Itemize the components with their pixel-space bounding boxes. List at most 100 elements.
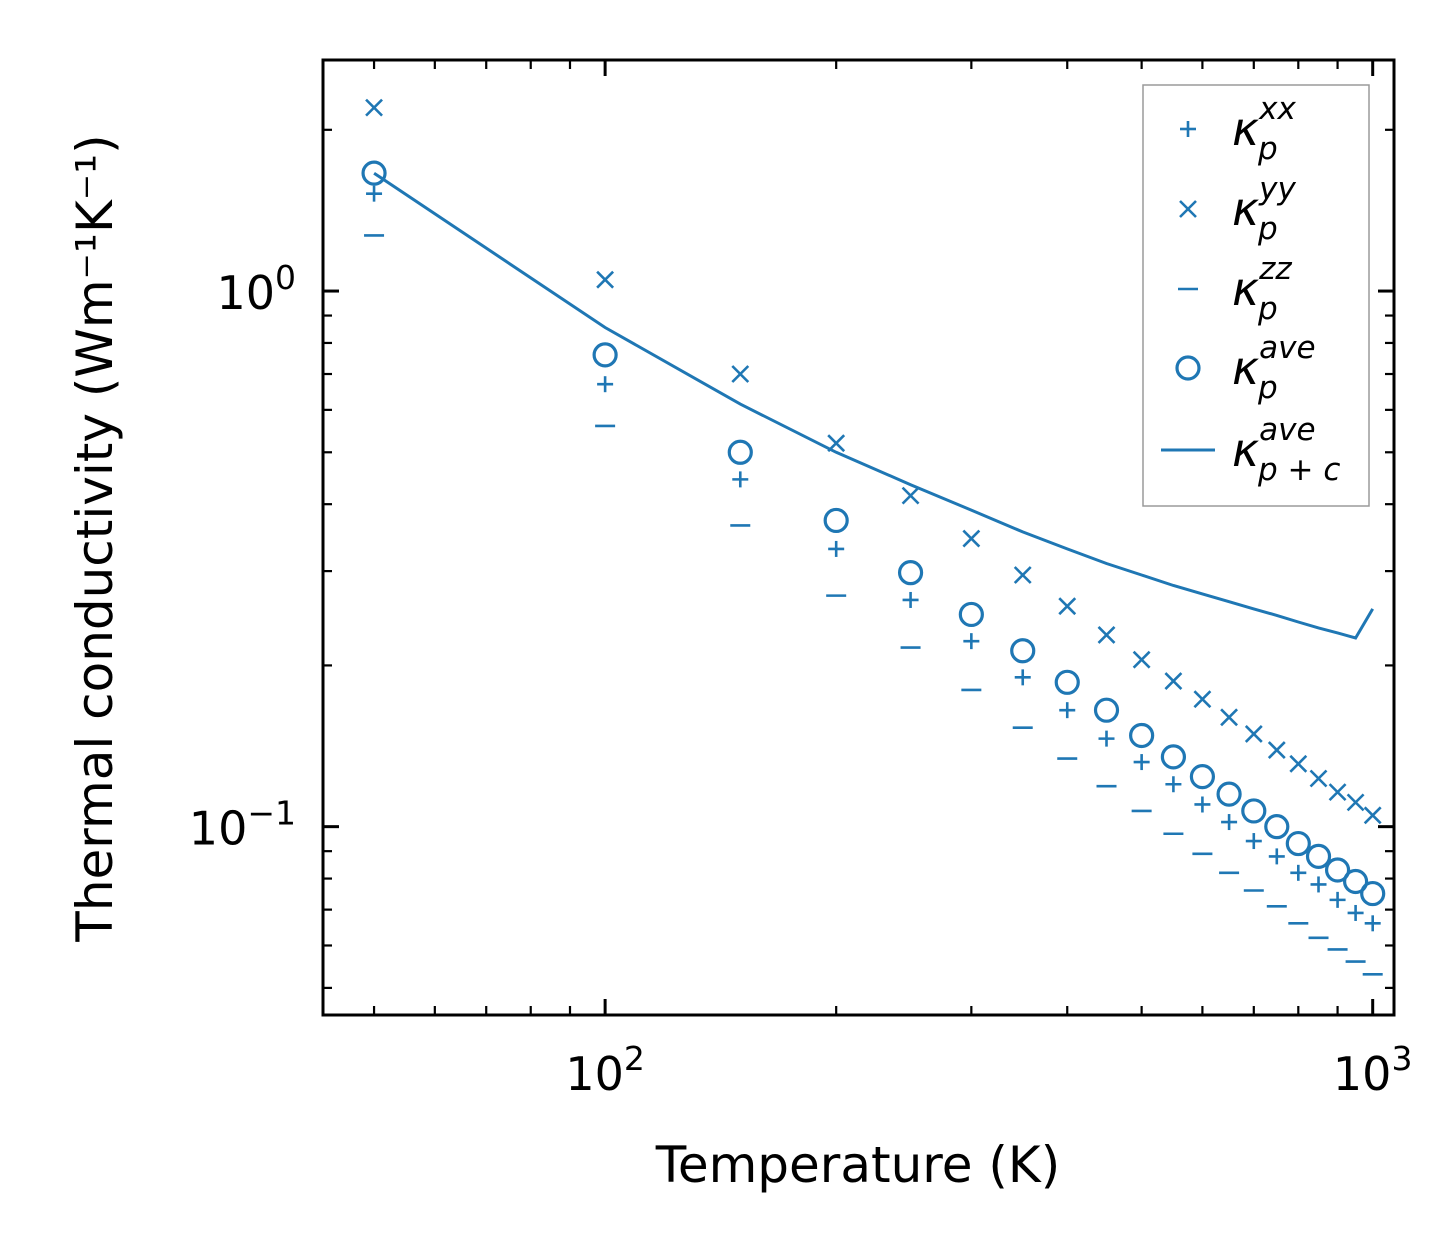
legend-entry-kappa_p+c_ave: κave p + c: [1161, 412, 1340, 488]
legend-label: κyy p: [1232, 171, 1296, 247]
data-point-kappa_p_ave: [1129, 722, 1155, 749]
minor-ticks: [323, 60, 1394, 1015]
marker-x-b: [1346, 793, 1365, 812]
data-point-kappa_p_xx: [1290, 864, 1307, 881]
data-point-kappa_p_xx: [732, 471, 749, 488]
data-point-kappa_p_yy: [1220, 708, 1239, 727]
data-point-kappa_p_xx: [1245, 833, 1262, 850]
y-tick-label: 100: [216, 258, 296, 320]
data-point-kappa_p_xx: [1059, 702, 1076, 719]
data-point-kappa_p_xx: [828, 540, 845, 557]
legend-box: [1142, 84, 1370, 507]
data-point-kappa_p_xx: [902, 591, 919, 608]
data-point-kappa_p_xx: [1133, 754, 1150, 771]
major-ticks: [323, 60, 1394, 1015]
data-point-kappa_p_xx: [963, 633, 980, 650]
data-point-kappa_p_yy: [1309, 769, 1328, 788]
y-axis-label: Thermal conductivity (Wm⁻¹K⁻¹): [66, 134, 124, 942]
data-point-kappa_p_yy: [1244, 724, 1263, 743]
data-point-kappa_p_yy: [901, 486, 920, 505]
marker-x-b: [1164, 672, 1183, 690]
legend-marker-symbol: [1175, 355, 1201, 381]
marker-x-b: [1363, 806, 1382, 825]
marker-x-b: [731, 365, 750, 383]
data-point-kappa_p_ave: [897, 560, 924, 586]
marker-x-b: [1132, 650, 1151, 669]
y-tick-label: 10−1: [189, 794, 296, 856]
data-point-kappa_p_yy: [1193, 690, 1212, 709]
legend-marker-symbol: [1179, 200, 1197, 218]
data-point-kappa_p_yy: [1346, 793, 1365, 812]
data-point-kappa_p_ave: [1216, 781, 1242, 807]
data-point-kappa_p_ave: [1324, 857, 1351, 883]
data-point-kappa_p_yy: [1328, 783, 1347, 802]
legend-entry-kappa_p_zz: κzz p: [1178, 251, 1292, 327]
series-kappa_p_xx: [366, 185, 1381, 932]
data-point-kappa_p_ave: [958, 601, 984, 628]
data-point-kappa_p_yy: [1058, 597, 1077, 616]
marker-x-b: [1328, 783, 1347, 802]
data-point-kappa_p_yy: [1132, 650, 1151, 669]
data-point-kappa_p_yy: [596, 270, 615, 289]
marker-x-b: [1179, 200, 1197, 218]
series-line-kappa_p+c_ave: [373, 171, 1374, 640]
marker-x-b: [962, 529, 981, 548]
x-axis-label: Temperature (K): [655, 1136, 1060, 1194]
data-point-kappa_p_yy: [1289, 754, 1308, 773]
data-point-kappa_p_xx: [1165, 776, 1182, 793]
data-point-kappa_p_xx: [1194, 796, 1211, 813]
data-point-kappa_p_yy: [1097, 626, 1116, 644]
data-point-kappa_p_xx: [366, 185, 383, 202]
marker-x-b: [1193, 690, 1212, 709]
marker-x-b: [1309, 769, 1328, 788]
data-point-kappa_p_ave: [1264, 814, 1290, 840]
data-point-kappa_p_ave: [1241, 798, 1267, 824]
legend-entry-kappa_p_yy: κyy p: [1179, 171, 1296, 247]
x-tick-label: 102: [565, 1039, 645, 1101]
marker-x-b: [1267, 741, 1286, 759]
data-point-kappa_p_xx: [1364, 915, 1381, 932]
data-point-kappa_p_ave: [1360, 880, 1386, 907]
data-point-kappa_p_ave: [361, 160, 387, 186]
series-layer: [361, 98, 1386, 976]
legend-entry-kappa_p_ave: κave p: [1175, 330, 1316, 406]
data-point-kappa_p_ave: [592, 342, 618, 368]
data-point-kappa_p_xx: [1347, 904, 1364, 921]
data-point-kappa_p_yy: [962, 529, 981, 548]
legend-label: κzz p: [1232, 251, 1292, 327]
series-kappa_p_ave: [361, 160, 1386, 907]
marker-x-b: [596, 270, 615, 289]
marker-x-b: [1058, 597, 1077, 616]
marker-x-b: [1013, 566, 1032, 584]
legend-entry-kappa_p_xx: κxx p: [1180, 91, 1296, 167]
legend-label: κxx p: [1232, 91, 1296, 167]
tick-labels: 102 103 10−1 100: [189, 258, 1413, 1101]
series-kappa_p_yy: [365, 98, 1382, 825]
data-point-kappa_p_yy: [1164, 672, 1183, 690]
marker-x-b: [1289, 754, 1308, 773]
legend-label: κave p: [1232, 330, 1316, 406]
data-point-kappa_p_ave: [1342, 868, 1369, 895]
data-point-kappa_p_xx: [597, 376, 614, 393]
legend-marker-symbol: [1180, 121, 1196, 137]
marker-x-b: [1244, 724, 1263, 743]
series-kappa_p+c_ave: [373, 171, 1374, 640]
data-point-kappa_p_yy: [1267, 741, 1286, 759]
data-point-kappa_p_ave: [1160, 744, 1187, 770]
data-point-kappa_p_xx: [1329, 891, 1346, 908]
plot-area-frame: [321, 58, 1396, 1017]
data-point-kappa_p_ave: [1093, 697, 1120, 723]
data-point-kappa_p_xx: [1014, 669, 1031, 686]
legend-label: κave p + c: [1232, 412, 1340, 488]
data-point-kappa_p_yy: [731, 365, 750, 383]
data-point-kappa_p_xx: [1268, 848, 1285, 865]
data-point-kappa_p_ave: [823, 507, 849, 534]
data-point-kappa_p_ave: [1189, 764, 1216, 790]
data-point-kappa_p_xx: [1221, 814, 1238, 831]
series-kappa_p_zz: [364, 234, 1383, 976]
marker-x-b: [901, 486, 920, 505]
